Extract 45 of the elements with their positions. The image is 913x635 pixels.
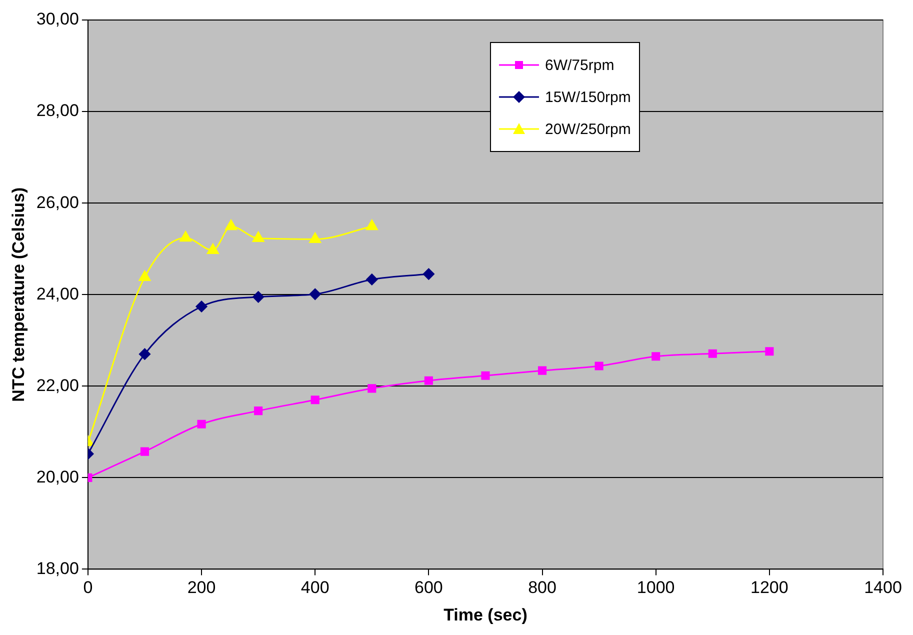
point [180, 231, 192, 242]
y-tick-label: 20,00 [36, 467, 79, 486]
x-tick-label: 600 [414, 578, 443, 598]
point [309, 288, 321, 300]
x-tick-label: 0 [83, 578, 93, 598]
point [197, 420, 206, 428]
point [206, 243, 219, 254]
legend-label: 6W/75rpm [545, 56, 614, 74]
point [252, 232, 264, 242]
point [368, 384, 376, 393]
legend-label: 15W/150rpm [545, 88, 631, 106]
x-axis-title: Time (sec) [444, 605, 528, 624]
point [138, 348, 150, 360]
point [252, 291, 264, 303]
y-tick-label: 30,00 [36, 10, 79, 29]
point [652, 352, 660, 361]
point [366, 274, 378, 286]
legend-label: 20W/250rpm [545, 120, 631, 138]
point [424, 376, 433, 385]
y-tick-label: 28,00 [36, 101, 79, 120]
point [708, 349, 717, 358]
point [594, 362, 604, 370]
y-tick-label: 22,00 [36, 376, 79, 395]
x-tick-label: 1000 [636, 578, 675, 598]
point [765, 347, 774, 356]
point [366, 220, 378, 230]
x-tick-label: 200 [187, 578, 216, 598]
y-tick-label: 24,00 [36, 284, 79, 304]
point [309, 232, 322, 243]
point [254, 406, 263, 416]
x-tick-label: 1400 [864, 578, 902, 598]
y-axis-title: NTC temperature (Celsius) [8, 187, 28, 402]
point [140, 447, 150, 456]
point [422, 268, 434, 280]
x-tick-label: 1200 [750, 578, 788, 598]
x-tick-label: 800 [528, 578, 556, 598]
y-tick-label: 18,00 [36, 558, 79, 578]
point [310, 396, 320, 404]
point [481, 371, 490, 380]
point [538, 366, 547, 375]
y-tick-label: 26,00 [36, 192, 79, 212]
point [196, 300, 208, 312]
point [138, 270, 151, 281]
point [225, 220, 237, 230]
x-tick-label: 400 [300, 578, 330, 598]
